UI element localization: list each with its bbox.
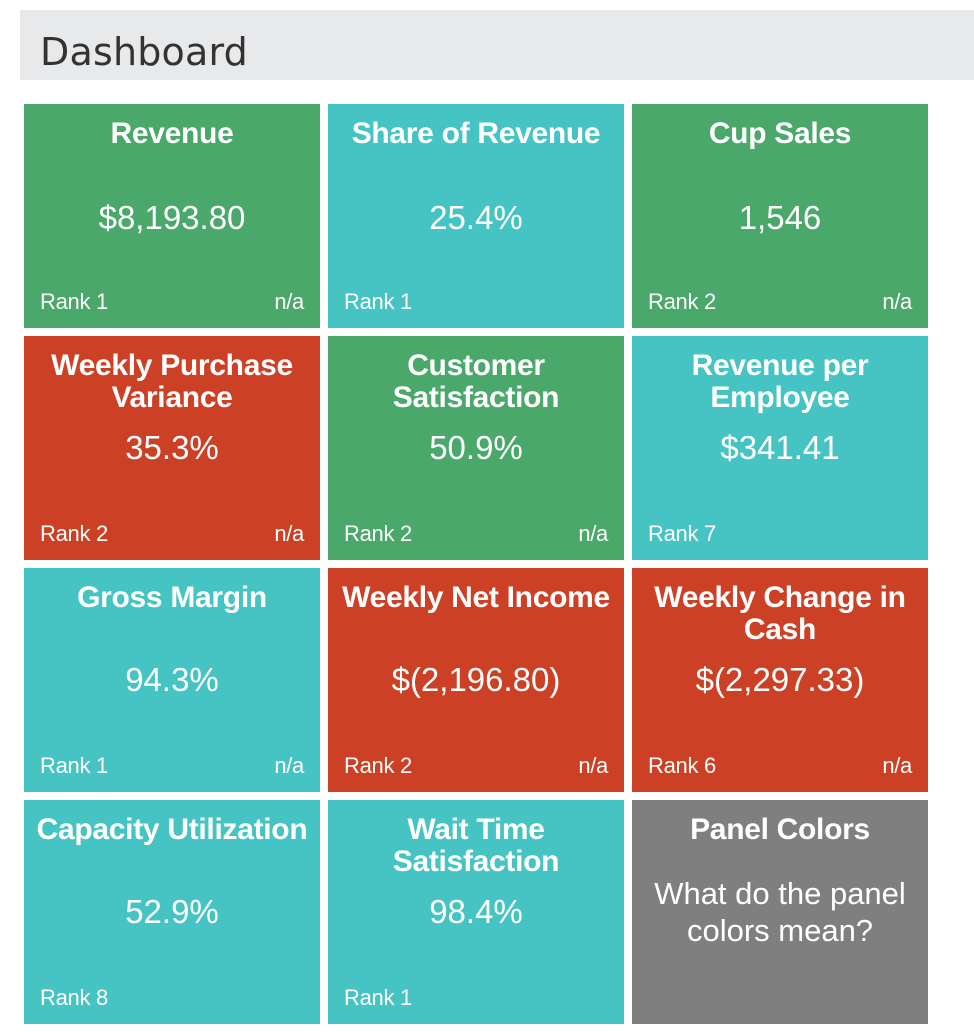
- tile-trend: n/a: [882, 289, 912, 314]
- tile-rank: Rank 7: [648, 521, 716, 546]
- tile-revenue[interactable]: Revenue $8,193.80 Rank 1 n/a: [24, 104, 320, 328]
- tile-title: Panel Colors: [690, 813, 870, 846]
- tile-rank: Rank 6: [648, 753, 716, 778]
- tile-panel-colors: Panel Colors What do the panel colors me…: [632, 800, 928, 1024]
- tile-rank: Rank 1: [40, 753, 108, 778]
- tile-weekly-purchase-variance[interactable]: Weekly Purchase Variance 35.3% Rank 2 n/…: [24, 336, 320, 560]
- tile-value: 98.4%: [429, 893, 523, 930]
- tile-value: 35.3%: [125, 429, 219, 466]
- tile-customer-satisfaction[interactable]: Customer Satisfaction 50.9% Rank 2 n/a: [328, 336, 624, 560]
- tile-value: $341.41: [720, 429, 840, 466]
- tile-rank: Rank 8: [40, 985, 108, 1010]
- tile-title: Capacity Utilization: [36, 813, 308, 846]
- tile-trend: n/a: [578, 753, 608, 778]
- tile-cup-sales[interactable]: Cup Sales 1,546 Rank 2 n/a: [632, 104, 928, 328]
- tile-rank: Rank 2: [648, 289, 716, 314]
- tile-weekly-net-income[interactable]: Weekly Net Income $(2,196.80) Rank 2 n/a: [328, 568, 624, 792]
- tile-title: Cup Sales: [708, 117, 852, 150]
- tile-value: 50.9%: [429, 429, 523, 466]
- tile-rank: Rank 2: [344, 521, 412, 546]
- tile-trend: n/a: [578, 521, 608, 546]
- tile-share-of-revenue[interactable]: Share of Revenue 25.4% Rank 1: [328, 104, 624, 328]
- tile-value: 52.9%: [125, 893, 219, 930]
- tile-rank: Rank 1: [40, 289, 108, 314]
- dashboard-grid: Revenue $8,193.80 Rank 1 n/a Share of Re…: [24, 104, 928, 1024]
- dashboard-header: Dashboard: [20, 10, 974, 80]
- tile-rank: Rank 1: [344, 289, 412, 314]
- tile-value: 25.4%: [429, 199, 523, 236]
- tile-rank: Rank 2: [40, 521, 108, 546]
- tile-title: Weekly Purchase Variance: [51, 349, 293, 414]
- tile-rank: Rank 1: [344, 985, 412, 1010]
- tile-capacity-utilization[interactable]: Capacity Utilization 52.9% Rank 8: [24, 800, 320, 1024]
- tile-gross-margin[interactable]: Gross Margin 94.3% Rank 1 n/a: [24, 568, 320, 792]
- tile-trend: n/a: [882, 753, 912, 778]
- tile-revenue-per-employee[interactable]: Revenue per Employee $341.41 Rank 7: [632, 336, 928, 560]
- tile-value: $(2,297.33): [695, 661, 865, 698]
- tile-title: Revenue per Employee: [691, 349, 869, 414]
- panel-colors-help-link[interactable]: What do the panel colors mean?: [654, 876, 906, 948]
- tile-title: Weekly Net Income: [342, 581, 610, 614]
- tile-weekly-change-in-cash[interactable]: Weekly Change in Cash $(2,297.33) Rank 6…: [632, 568, 928, 792]
- tile-title: Gross Margin: [77, 581, 267, 614]
- tile-trend: n/a: [274, 521, 304, 546]
- tile-wait-time-satisfaction[interactable]: Wait Time Satisfaction 98.4% Rank 1: [328, 800, 624, 1024]
- tile-rank: Rank 2: [344, 753, 412, 778]
- tile-title: Weekly Change in Cash: [654, 581, 906, 646]
- tile-value: $(2,196.80): [391, 661, 561, 698]
- tile-trend: n/a: [274, 753, 304, 778]
- page-title: Dashboard: [40, 30, 248, 74]
- tile-title: Share of Revenue: [351, 117, 601, 150]
- tile-value: 1,546: [738, 199, 822, 236]
- tile-title: Revenue: [110, 117, 234, 150]
- tile-trend: n/a: [274, 289, 304, 314]
- tile-value: $8,193.80: [98, 199, 246, 236]
- tile-title: Customer Satisfaction: [392, 349, 560, 414]
- tile-title: Wait Time Satisfaction: [392, 813, 560, 878]
- tile-value: 94.3%: [125, 661, 219, 698]
